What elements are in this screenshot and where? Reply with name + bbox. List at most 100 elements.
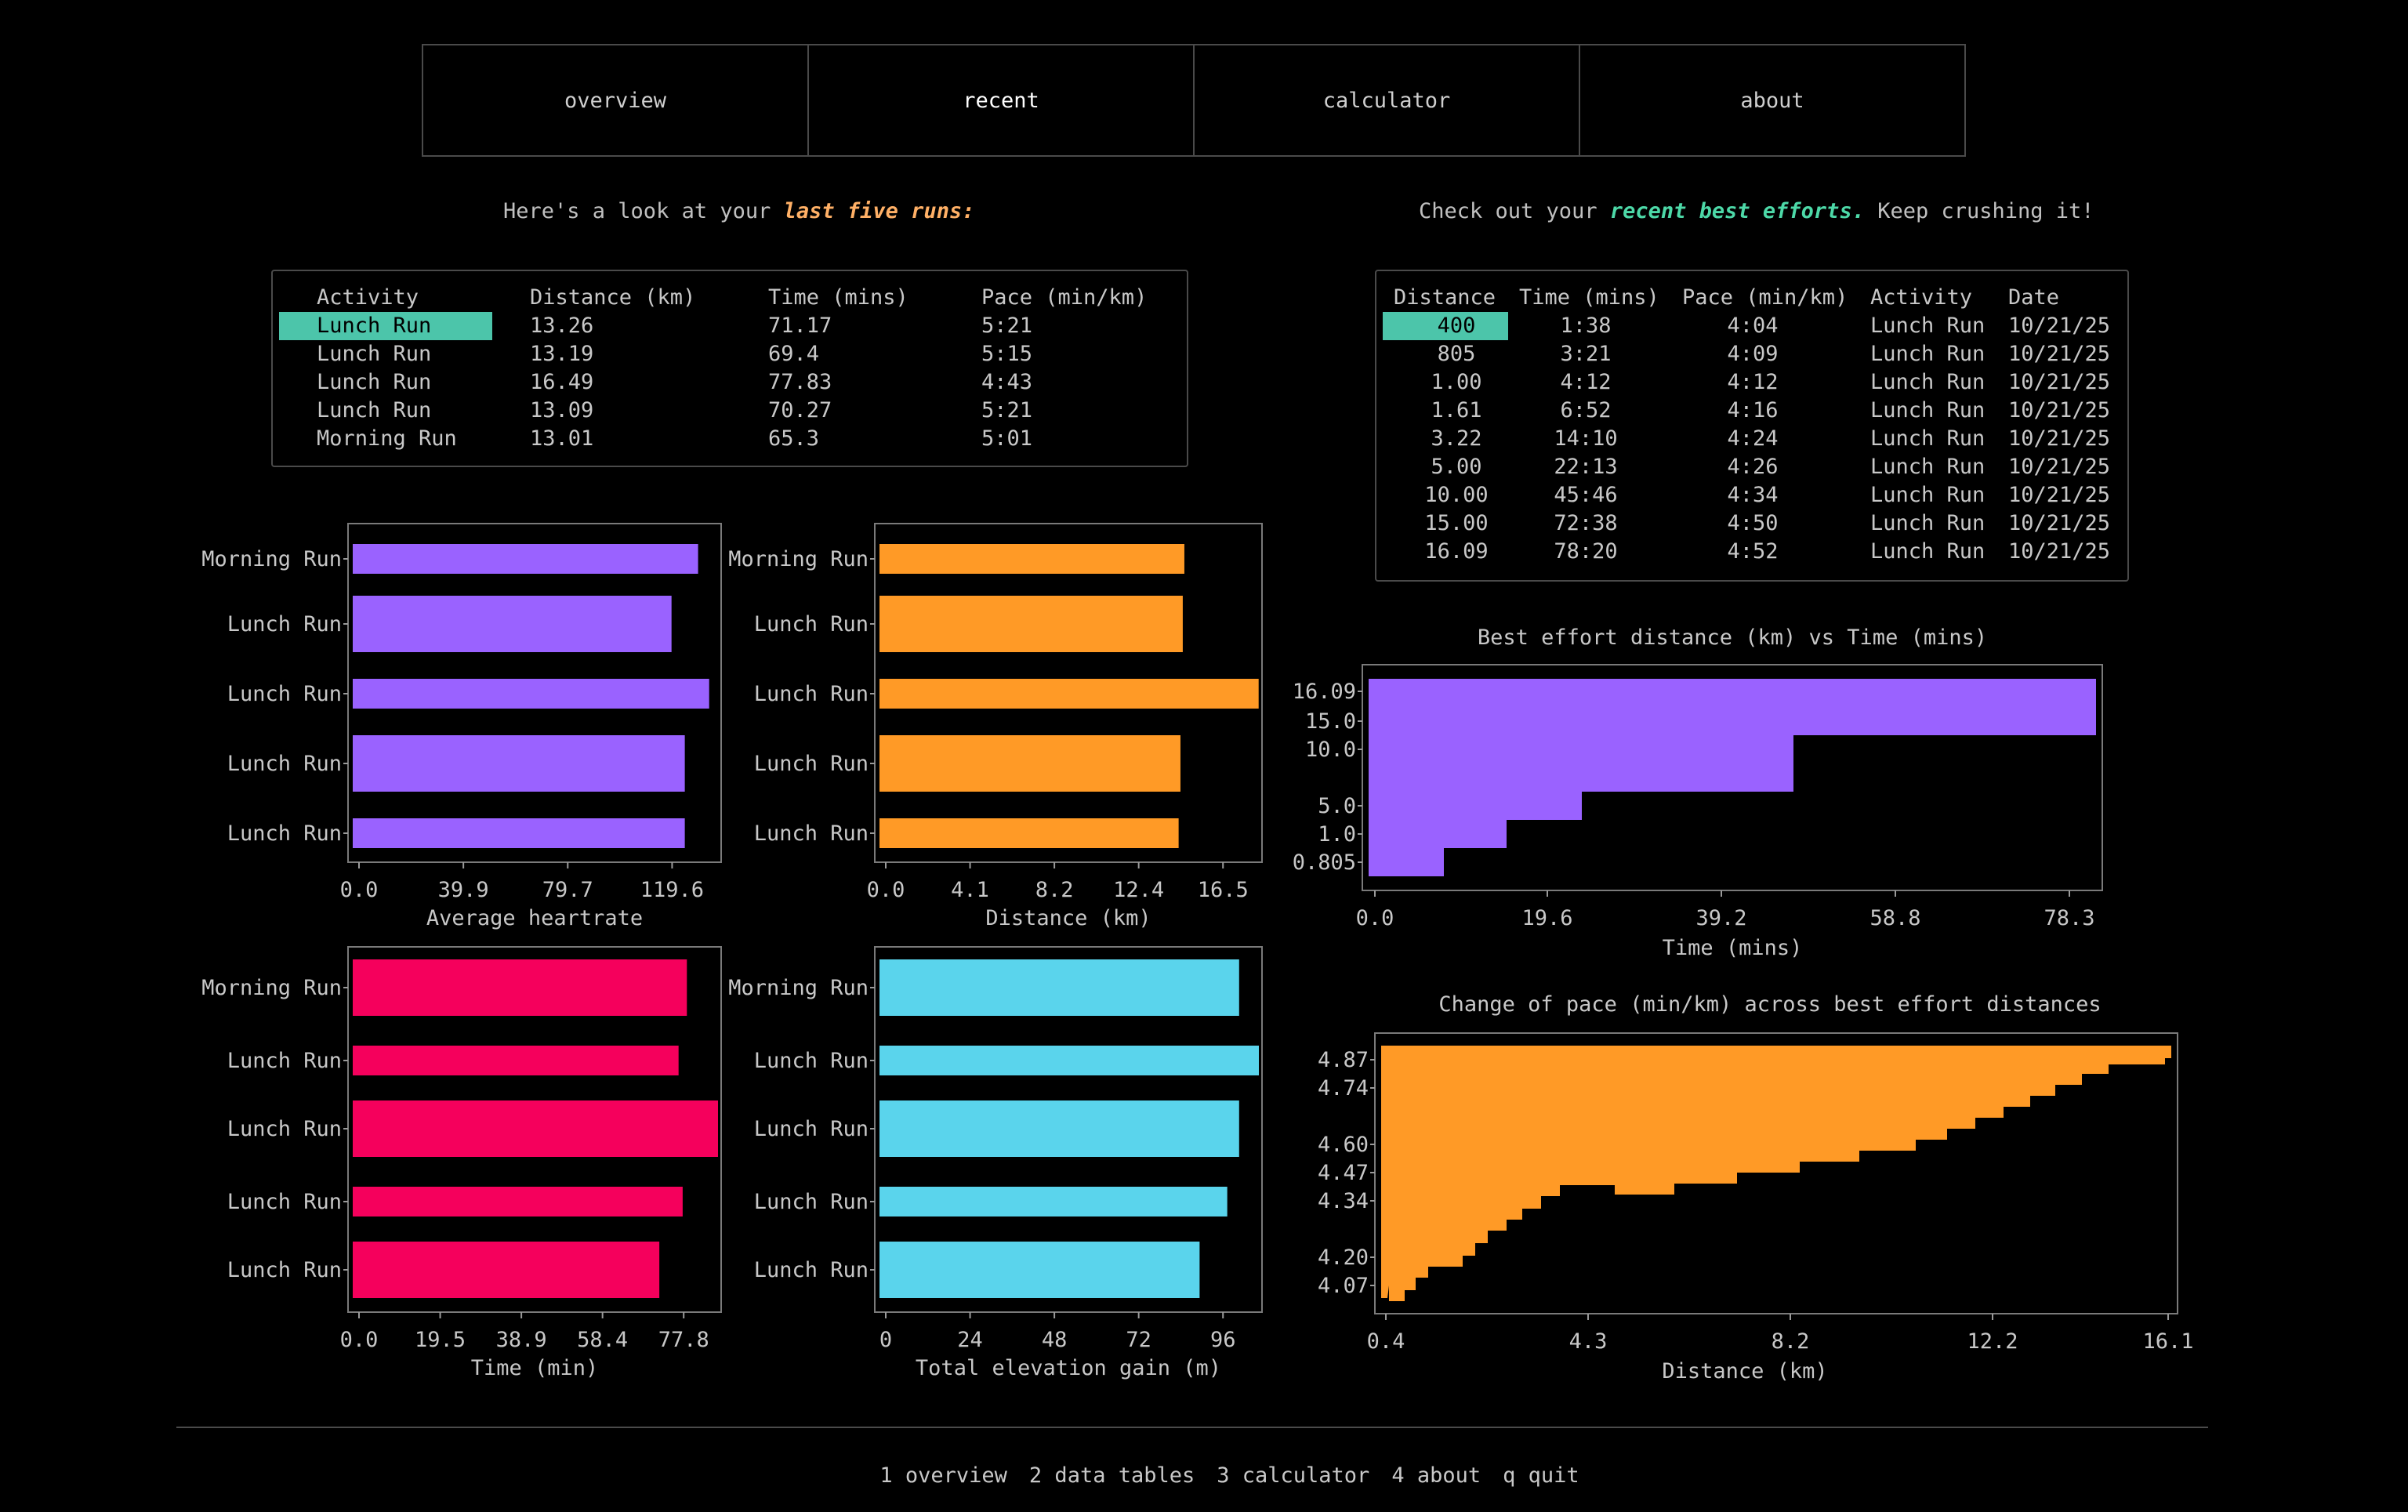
bar: [879, 596, 1183, 652]
tab-about[interactable]: about: [1740, 88, 1804, 113]
cell-activity: Lunch Run: [317, 370, 432, 394]
cell-distance: 15.00: [1424, 511, 1489, 535]
cell-time: 6:52: [1560, 398, 1612, 422]
y-tick-label: 4.47: [1318, 1161, 1369, 1185]
selected-row-highlight: [1383, 312, 1508, 340]
footer-divider: [176, 1427, 2208, 1428]
bar: [353, 818, 685, 848]
footer-key-data-tables[interactable]: 2 data tables: [1028, 1463, 1195, 1488]
bar: [353, 1187, 683, 1216]
tab-overview[interactable]: overview: [423, 45, 809, 155]
y-tick-label: 4.34: [1318, 1189, 1369, 1213]
cell-distance: 10.00: [1424, 483, 1489, 507]
footer-key-quit[interactable]: q quit: [1503, 1463, 1579, 1488]
x-axis-label: Time (min): [471, 1356, 599, 1380]
category-label: Lunch Run: [754, 1117, 869, 1141]
cell-activity: Lunch Run: [1870, 539, 1986, 564]
cell-date: 10/21/25: [2008, 342, 2111, 366]
y-tick-label: 16.09: [1293, 680, 1356, 704]
recent-runs-intro: Here's a look at your last five runs:: [503, 199, 974, 223]
cell-distance: 5.00: [1431, 455, 1482, 479]
cell-pace: 4:26: [1727, 455, 1779, 479]
best-efforts-intro: Check out your recent best efforts. Keep…: [1419, 199, 2094, 223]
category-label: Lunch Run: [227, 1258, 342, 1282]
category-label: Lunch Run: [227, 682, 342, 706]
cell-time: 65.3: [768, 426, 820, 451]
intro-left-highlight: last five runs:: [783, 199, 975, 223]
cell-pace: 5:21: [981, 314, 1033, 338]
cell-date: 10/21/25: [2008, 398, 2111, 422]
cell-date: 10/21/25: [2008, 314, 2111, 338]
cell-activity: Lunch Run: [317, 314, 432, 338]
cell-time: 45:46: [1554, 483, 1618, 507]
cell-pace: 5:01: [981, 426, 1033, 451]
category-label: Lunch Run: [754, 682, 869, 706]
col-header-activity: Activity: [317, 285, 419, 310]
footer-key-overview[interactable]: 1 overview: [879, 1463, 1007, 1488]
cell-distance: 3.22: [1431, 426, 1482, 451]
cell-activity: Lunch Run: [1870, 314, 1986, 338]
x-tick-label: 4.1: [951, 878, 989, 902]
intro-right-highlight: recent best efforts.: [1609, 199, 1865, 223]
cell-distance: 1.00: [1431, 370, 1482, 394]
y-tick-label: 0.805: [1293, 850, 1356, 875]
category-label: Lunch Run: [227, 821, 342, 846]
x-tick-label: 0.4: [1367, 1329, 1405, 1354]
footer-key-about[interactable]: 4 about: [1391, 1463, 1481, 1488]
bar: [879, 544, 1184, 574]
bar: [879, 1046, 1259, 1075]
cell-distance: 400: [1437, 314, 1476, 338]
bar: [353, 544, 698, 574]
footer-key-calculator[interactable]: 3 calculator: [1217, 1463, 1370, 1488]
cell-distance: 13.19: [530, 342, 594, 366]
x-tick-label: 38.9: [496, 1328, 547, 1352]
bar: [879, 818, 1179, 848]
bar: [353, 959, 687, 1016]
cell-time: 14:10: [1554, 426, 1618, 451]
category-label: Morning Run: [728, 547, 869, 571]
cell-distance: 13.26: [530, 314, 594, 338]
x-tick-label: 58.8: [1869, 906, 1920, 930]
col-header-activity: Activity: [1870, 285, 1973, 310]
y-tick-label: 4.87: [1318, 1048, 1369, 1072]
x-tick-label: 58.4: [577, 1328, 628, 1352]
x-tick-label: 24: [957, 1328, 983, 1352]
recent-runs-table[interactable]: Activity Distance (km) Time (mins) Pace …: [271, 270, 1188, 467]
x-tick-label: 0.0: [867, 878, 905, 902]
cell-time: 77.83: [768, 370, 832, 394]
col-header-time: Time (mins): [768, 285, 908, 310]
bar: [879, 735, 1180, 792]
cell-time: 70.27: [768, 398, 832, 422]
x-axis-label: Distance (km): [1662, 1359, 1827, 1383]
y-tick-label: 10.0: [1305, 738, 1356, 762]
cell-date: 10/21/25: [2008, 370, 2111, 394]
tab-calculator[interactable]: calculator: [1195, 45, 1580, 155]
chart-frame: [1362, 664, 2103, 891]
tab-recent[interactable]: recent: [809, 45, 1195, 155]
chart-title: Change of pace (min/km) across best effo…: [1438, 992, 2101, 1017]
col-header-pace: Pace (min/km): [1682, 285, 1848, 310]
x-tick-label: 39.2: [1695, 906, 1746, 930]
x-tick-label: 0: [879, 1328, 892, 1352]
col-header-distance: Distance: [1394, 285, 1496, 310]
tab-bar: overview recent calculator about: [422, 44, 1966, 157]
category-label: Lunch Run: [754, 1049, 869, 1073]
cell-pace: 4:34: [1727, 483, 1779, 507]
cell-activity: Lunch Run: [1870, 342, 1986, 366]
category-label: Lunch Run: [754, 821, 869, 846]
cell-activity: Lunch Run: [1870, 370, 1986, 394]
cell-distance: 13.09: [530, 398, 594, 422]
x-tick-label: 39.9: [438, 878, 489, 902]
cell-distance: 16.49: [530, 370, 594, 394]
cell-date: 10/21/25: [2008, 455, 2111, 479]
x-tick-label: 12.2: [1967, 1329, 2018, 1354]
category-label: Lunch Run: [227, 1049, 342, 1073]
x-tick-label: 119.6: [640, 878, 704, 902]
x-tick-label: 19.6: [1521, 906, 1572, 930]
bar: [353, 1046, 679, 1075]
bar: [879, 1187, 1228, 1216]
best-efforts-table[interactable]: Distance Time (mins) Pace (min/km) Activ…: [1375, 270, 2129, 582]
cell-activity: Morning Run: [317, 426, 457, 451]
x-tick-label: 16.5: [1198, 878, 1249, 902]
bar: [879, 1242, 1200, 1298]
